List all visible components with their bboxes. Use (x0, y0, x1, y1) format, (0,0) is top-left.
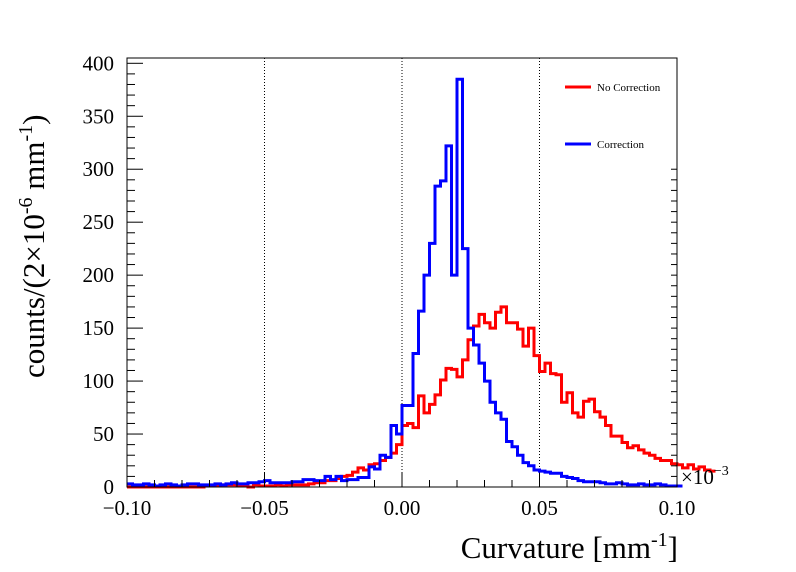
y-axis-title-prefix: counts/(2×10 (16, 214, 51, 378)
plot-series (127, 77, 716, 489)
x-axis-title-sup: -1 (651, 529, 668, 551)
legend-label-correction: Correction (597, 139, 645, 151)
y-tick-label: 100 (83, 369, 115, 393)
y-tick-label: 400 (83, 51, 115, 75)
y-tick-label: 200 (83, 263, 115, 287)
series-line-no-correction (127, 305, 716, 489)
legend-label-no-correction: No Correction (597, 82, 661, 94)
y-axis-title-sup1: -6 (15, 197, 37, 214)
x-multiplier-base: ×10 (681, 465, 714, 489)
right-axis-ticks (671, 168, 677, 488)
x-axis-title-main: Curvature [mm (461, 530, 651, 565)
y-axis-title-mid: mm (16, 141, 51, 197)
y-tick-label: 50 (93, 422, 114, 446)
y-tick-label: 0 (104, 475, 115, 499)
y-tick-label: 350 (83, 104, 115, 128)
x-tick-label: 0.10 (659, 496, 696, 520)
y-tick-label: 150 (83, 316, 115, 340)
x-tick-label: −0.05 (240, 496, 289, 520)
x-tick-labels: −0.10 −0.05 0.00 0.05 0.10 (103, 496, 696, 520)
y-axis-title-sup2: -1 (15, 125, 37, 142)
x-axis-title-close: ] (668, 530, 678, 565)
series-line-correction (127, 77, 683, 488)
x-tick-label: −0.10 (103, 496, 152, 520)
y-axis-title: counts/(2×10-6 mm-1) (15, 114, 51, 378)
x-axis-title: Curvature [mm-1] (461, 529, 678, 565)
x-axis-ticks (126, 473, 678, 487)
x-multiplier-label: ×10−3 (681, 464, 729, 489)
x-tick-label: 0.00 (384, 496, 421, 520)
y-tick-labels: 0 50 100 150 200 250 300 350 400 (83, 51, 115, 499)
y-axis-ticks (127, 62, 143, 488)
x-multiplier-exponent: −3 (714, 464, 729, 479)
y-tick-label: 300 (83, 157, 115, 181)
legend: No Correction Correction (565, 82, 661, 151)
y-tick-label: 250 (83, 210, 115, 234)
x-tick-label: 0.05 (521, 496, 558, 520)
y-axis-title-close: ) (16, 114, 51, 124)
